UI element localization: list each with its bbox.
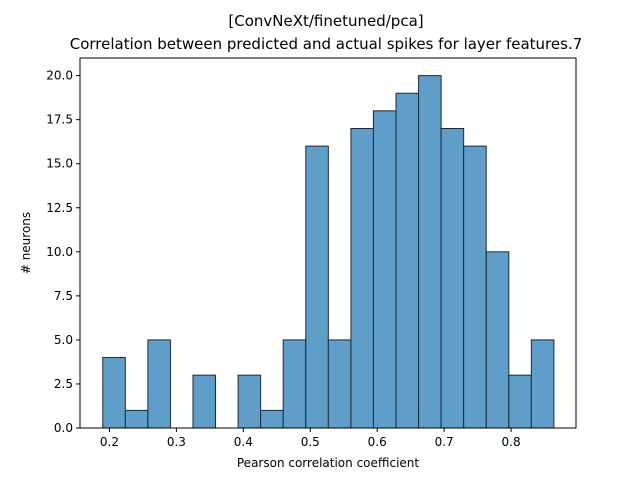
bars-group [102,75,555,429]
histogram-bar [305,145,329,429]
histogram-bar [350,127,374,429]
histogram-bar [124,409,149,429]
histogram-bar [282,339,307,429]
y-axis-ticks: 0.0 2.5 5.0 7.5 10.0 12.5 15.0 17.5 20.0 [46,69,80,435]
histogram-bar [102,357,126,429]
x-axis-label: Pearson correlation coefficient [237,456,420,470]
chart-title-line1: [ConvNeXt/finetuned/pca] [228,12,423,30]
y-tick-label: 17.5 [46,113,73,127]
histogram-bar [372,110,397,429]
histogram-bar [530,339,555,429]
y-tick-label: 15.0 [46,157,73,171]
histogram-bar [463,145,487,429]
y-tick-label: 2.5 [54,377,73,391]
x-axis-ticks: 0.2 0.3 0.4 0.5 0.6 0.7 0.8 [100,428,521,449]
histogram-bar [485,251,510,429]
y-tick-label: 20.0 [46,69,73,83]
x-tick-label: 0.3 [167,435,186,449]
y-tick-label: 7.5 [54,289,73,303]
y-axis-label: # neurons [19,212,33,274]
x-tick-label: 0.8 [502,435,521,449]
x-tick-label: 0.7 [435,435,454,449]
histogram-bar [260,409,284,429]
histogram-bar [237,374,262,429]
y-tick-label: 10.0 [46,245,73,259]
histogram-bar [192,374,217,429]
y-tick-label: 0.0 [54,421,73,435]
x-tick-label: 0.6 [368,435,387,449]
x-tick-label: 0.5 [301,435,320,449]
histogram-bar [327,339,352,429]
histogram-bar [147,339,171,429]
histogram-bar [508,374,532,429]
histogram-bar [440,127,465,429]
y-tick-label: 5.0 [54,333,73,347]
histogram-bar [418,75,442,429]
chart-title-line2: Correlation between predicted and actual… [70,35,583,53]
y-tick-label: 12.5 [46,201,73,215]
plot-frame [79,57,577,429]
x-tick-label: 0.4 [234,435,253,449]
x-tick-label: 0.2 [100,435,119,449]
histogram-bar [395,92,420,429]
